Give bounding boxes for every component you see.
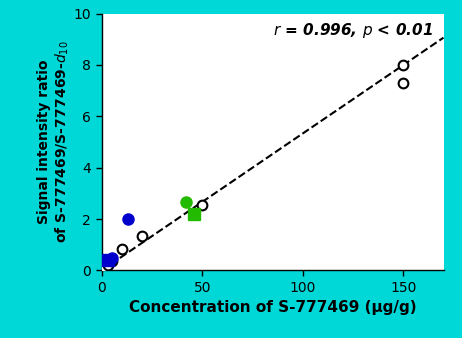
Text: $r$ = 0.996, $p$ < 0.01: $r$ = 0.996, $p$ < 0.01 bbox=[274, 21, 433, 40]
Y-axis label: Signal intensity ratio
of S-777469/S-777469-$d_{10}$: Signal intensity ratio of S-777469/S-777… bbox=[37, 41, 71, 243]
X-axis label: Concentration of S-777469 (μg/g): Concentration of S-777469 (μg/g) bbox=[129, 300, 416, 315]
